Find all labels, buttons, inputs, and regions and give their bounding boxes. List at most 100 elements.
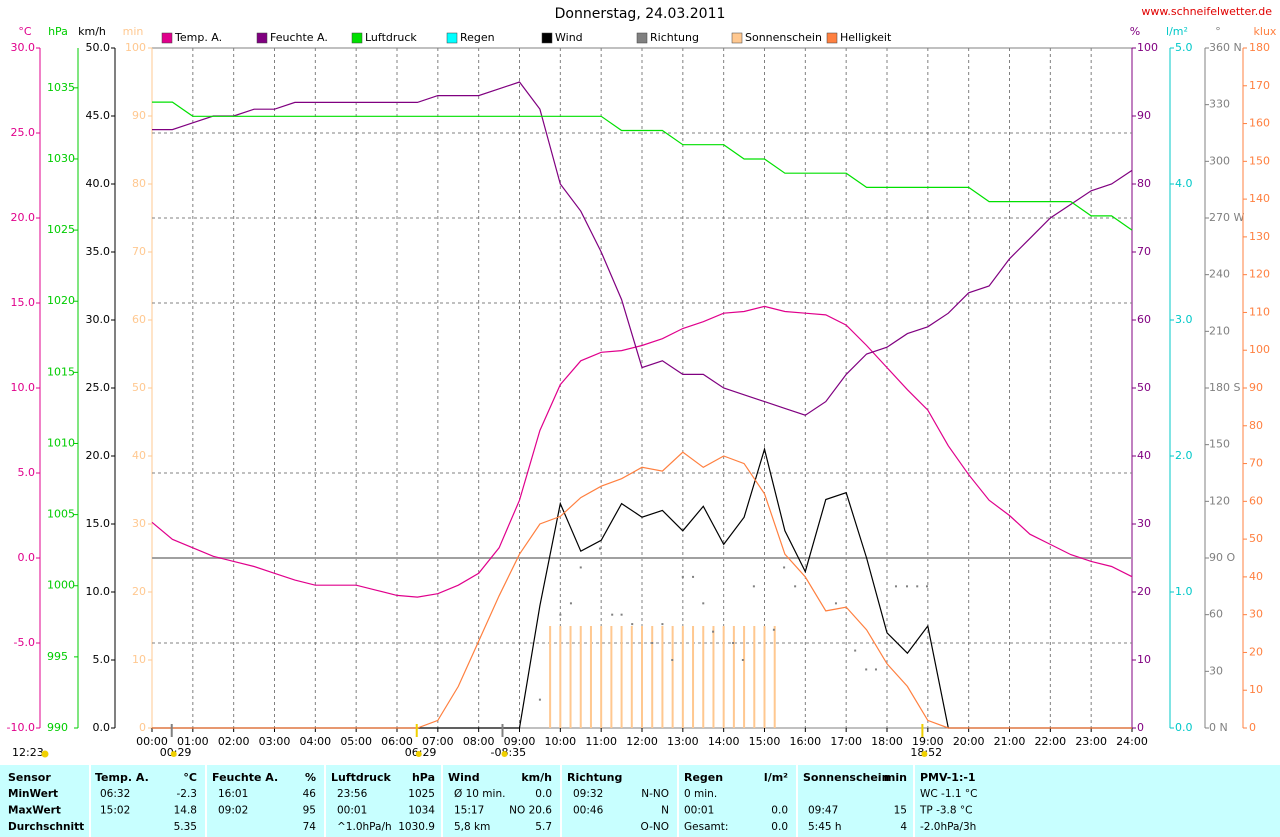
direction-dot — [772, 628, 775, 631]
table-cell: 1025 — [408, 788, 435, 800]
table-header: PMV-1:-1 — [920, 771, 976, 784]
sunshine-bar — [589, 626, 592, 728]
y-tick-label: 100 — [1249, 343, 1270, 356]
y-tick-label: 2.0 — [1175, 449, 1193, 462]
y-tick-label: 0.0 — [93, 721, 111, 734]
direction-dot — [906, 585, 909, 588]
table-header: hPa — [412, 771, 435, 784]
direction-dot — [732, 642, 735, 644]
y-tick-label: 30 — [1249, 608, 1263, 621]
moon-icon — [41, 750, 49, 758]
table-cell: WC -1.1 °C — [920, 788, 977, 800]
y-tick-label: 1000 — [47, 579, 75, 592]
y-tick-label: 1020 — [47, 294, 75, 307]
legend-swatch — [446, 32, 458, 44]
table-cell: 4 — [900, 821, 907, 833]
y-tick-label: 100 — [125, 41, 146, 54]
y-tick-label: 1025 — [47, 223, 75, 236]
y-tick-label: 30 — [132, 517, 146, 530]
direction-dot — [702, 602, 705, 605]
x-tick-label: 19:00 — [912, 735, 944, 748]
y-tick-label: 90 O — [1209, 551, 1235, 564]
table-cell: -2.0hPa/3h — [920, 821, 976, 833]
table-cell: 16:01 — [218, 788, 248, 800]
y-tick-label: 50.0 — [86, 41, 111, 54]
y-tick-label: 40.0 — [86, 177, 111, 190]
sunshine-bar — [630, 626, 633, 728]
moon-note: 12:23 — [12, 746, 44, 759]
y-tick-label: 1005 — [47, 508, 75, 521]
y-tick-label: 90 — [132, 109, 146, 122]
x-tick-label: 18:00 — [871, 735, 903, 748]
sunshine-bar — [712, 626, 715, 728]
y-tick-label: 3.0 — [1175, 313, 1193, 326]
axis-unit: klux — [1254, 25, 1277, 38]
table-cell: 00:46 — [573, 805, 604, 817]
table-cell: 15 — [894, 805, 907, 817]
axis-unit: ° — [1215, 25, 1221, 38]
source: www.schneifelwetter.de — [1141, 5, 1272, 18]
table-header: Wind — [448, 771, 480, 784]
y-tick-label: 150 — [1209, 438, 1230, 451]
legend-label: Helligkeit — [840, 31, 892, 44]
y-tick-label: 80 — [132, 177, 146, 190]
y-tick-label: 90 — [1249, 381, 1263, 394]
y-tick-label: 0 — [1249, 721, 1256, 734]
y-tick-label: 270 W — [1209, 211, 1244, 224]
table-cell: Ø 10 min. — [454, 788, 505, 800]
y-tick-label: 40 — [1137, 449, 1151, 462]
table-cell: 46 — [303, 788, 317, 800]
x-tick-label: 22:00 — [1034, 735, 1066, 748]
table-cell: MaxWert — [8, 805, 61, 817]
y-tick-label: 0 N — [1209, 721, 1228, 734]
table-cell: 5:45 h — [808, 821, 842, 833]
y-tick-label: 990 — [47, 721, 68, 734]
direction-dot — [569, 602, 572, 605]
table-header: Sonnenschein — [803, 771, 889, 784]
table-cell: NO 20.6 — [509, 805, 552, 817]
x-tick-label: 02:00 — [218, 735, 250, 748]
series-line — [151, 305, 1133, 598]
table-cell: 0.0 — [771, 805, 788, 817]
table-cell: 00:01 — [684, 805, 714, 817]
y-tick-label: 60 — [1249, 494, 1263, 507]
direction-dot — [579, 566, 582, 569]
x-tick-label: 06:00 — [381, 735, 413, 748]
sunshine-bar — [651, 626, 654, 728]
legend-label: Wind — [555, 31, 583, 44]
x-tick-label: 04:00 — [299, 735, 331, 748]
x-tick-label: 05:00 — [340, 735, 372, 748]
series-line — [152, 451, 1132, 729]
legend-swatch — [541, 32, 553, 44]
axis-unit: % — [1130, 25, 1140, 38]
y-tick-label: 300 — [1209, 154, 1230, 167]
y-tick-label: 45.0 — [86, 109, 111, 122]
y-tick-label: 0 — [1137, 721, 1144, 734]
table-cell: 15:02 — [100, 805, 130, 817]
y-tick-label: 1015 — [47, 365, 75, 378]
table-header: min — [884, 771, 907, 784]
y-tick-label: 0.0 — [1175, 721, 1193, 734]
y-tick-label: 160 — [1249, 117, 1270, 130]
summary-bg — [0, 765, 1280, 837]
direction-dot — [926, 585, 929, 588]
axis-unit: °C — [18, 25, 32, 38]
y-tick-label: -5.0 — [14, 636, 35, 649]
table-cell: 15:17 — [454, 805, 484, 817]
table-cell: 1030.9 — [398, 821, 435, 833]
axis-unit: l/m² — [1166, 25, 1188, 38]
sunshine-bar — [681, 626, 684, 728]
direction-dot — [916, 585, 919, 588]
y-tick-label: 140 — [1249, 192, 1270, 205]
table-header: °C — [183, 771, 197, 784]
direction-dot — [598, 547, 601, 550]
chart-title: Donnerstag, 24.03.2011 — [555, 6, 726, 22]
y-tick-label: 25.0 — [86, 381, 111, 394]
series-line — [152, 101, 1133, 231]
y-tick-label: 10 — [132, 653, 146, 666]
table-cell: Gesamt: — [684, 821, 728, 833]
y-tick-label: 80 — [1249, 419, 1263, 432]
y-tick-label: 60 — [1209, 608, 1223, 621]
sunshine-bar — [773, 626, 776, 728]
y-tick-label: 10.0 — [11, 381, 36, 394]
